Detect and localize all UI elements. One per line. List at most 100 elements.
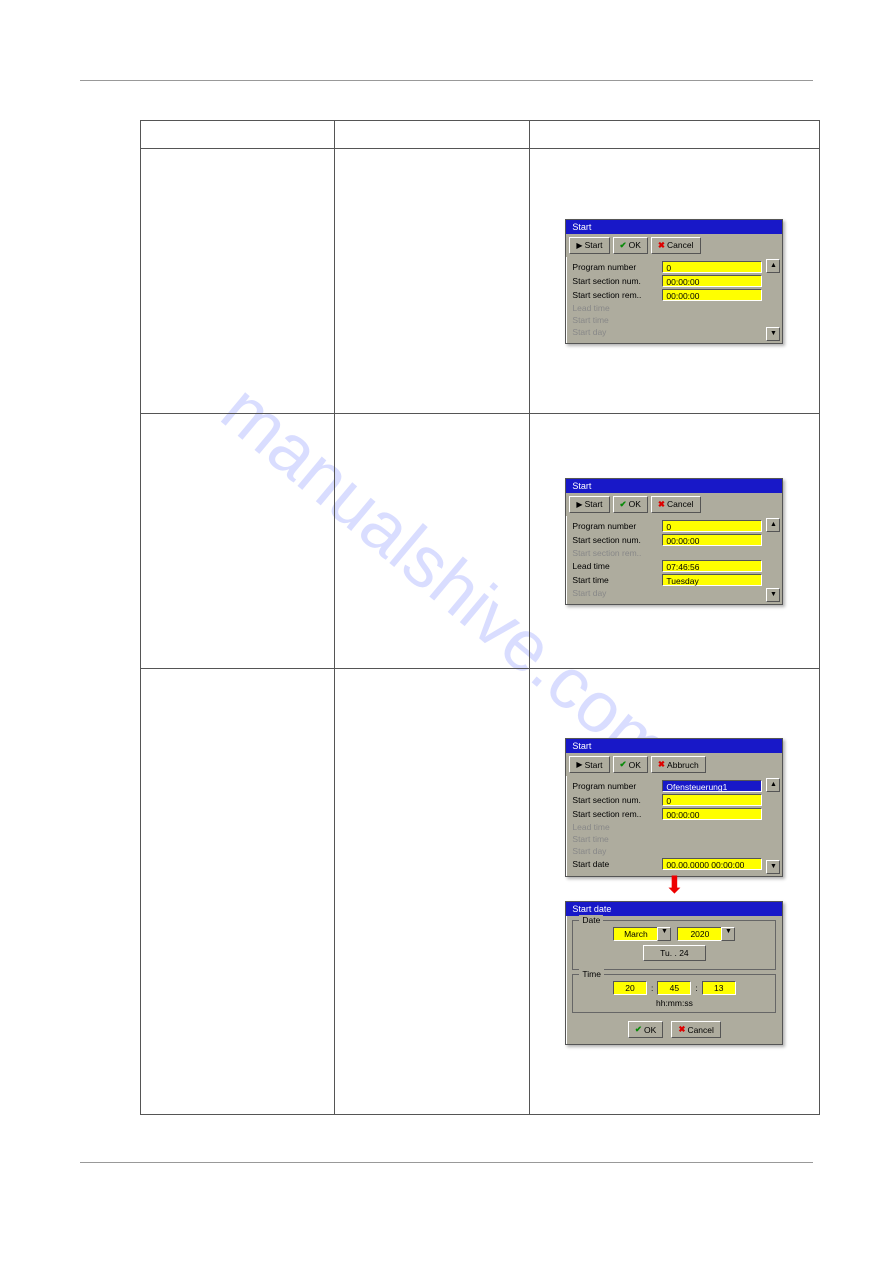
- check-icon: ✔: [620, 759, 627, 770]
- ok-button[interactable]: ✔OK: [613, 237, 648, 254]
- time-fieldset: Time 20 : 45 : 13 hh:mm:ss: [572, 974, 776, 1013]
- table-header-row: [141, 121, 819, 149]
- start-section-rem-input[interactable]: 00:00:00: [662, 289, 762, 301]
- field-label: Lead time: [572, 561, 662, 571]
- cancel-button[interactable]: ✖Cancel: [651, 237, 701, 254]
- start-button[interactable]: ▶Start: [569, 237, 609, 254]
- start-button[interactable]: ▶Start: [569, 496, 609, 513]
- field-row-start-date: Start date00.00.0000 00:00:00: [572, 858, 762, 870]
- field-label: Start date: [572, 859, 662, 869]
- button-label: Start: [585, 760, 603, 770]
- field-row-start-section-num: Start section num.00:00:00: [572, 275, 762, 287]
- field-label: Program number: [572, 521, 662, 531]
- scroll-up-icon[interactable]: ▲: [766, 259, 780, 273]
- start-date-dialog: Start date Date March ▼ 2020 ▼: [565, 901, 783, 1045]
- program-number-input[interactable]: 0: [662, 520, 762, 532]
- cancel-button[interactable]: ✖Cancel: [671, 1021, 721, 1038]
- check-icon: ✔: [620, 240, 627, 251]
- x-icon: ✖: [658, 240, 665, 251]
- play-icon: ▶: [576, 760, 582, 769]
- fieldset-label: Time: [579, 969, 604, 979]
- play-icon: ▶: [576, 500, 582, 509]
- scroll-down-icon[interactable]: ▼: [766, 588, 780, 602]
- dialog-title: Start: [566, 739, 782, 753]
- button-label: OK: [629, 760, 641, 770]
- start-section-num-input[interactable]: 00:00:00: [662, 275, 762, 287]
- scrollbar[interactable]: ▲ ▼: [766, 259, 780, 341]
- button-label: Abbruch: [667, 760, 699, 770]
- field-row-start-section-num: Start section num.0: [572, 794, 762, 806]
- scroll-up-icon[interactable]: ▲: [766, 518, 780, 532]
- second-input[interactable]: 13: [702, 981, 736, 995]
- x-icon: ✖: [658, 499, 665, 510]
- lead-time-input[interactable]: 07:46:56: [662, 560, 762, 572]
- dialog-title: Start: [566, 479, 782, 493]
- scroll-down-icon[interactable]: ▼: [766, 860, 780, 874]
- field-label: Start section rem..: [572, 548, 662, 558]
- minute-input[interactable]: 45: [657, 981, 691, 995]
- ok-button[interactable]: ✔OK: [628, 1021, 663, 1038]
- field-label: Lead time: [572, 822, 662, 832]
- field-row-start-section-rem: Start section rem..00:00:00: [572, 289, 762, 301]
- field-row-lead-time: Lead time: [572, 822, 762, 832]
- cancel-button[interactable]: ✖Cancel: [651, 496, 701, 513]
- start-section-num-input[interactable]: 0: [662, 794, 762, 806]
- scroll-down-icon[interactable]: ▼: [766, 327, 780, 341]
- colon-separator: :: [651, 983, 653, 993]
- scrollbar[interactable]: ▲ ▼: [766, 778, 780, 874]
- button-label: OK: [644, 1025, 656, 1035]
- layout-table: Start ▶Start ✔OK ✖Cancel Program number0…: [140, 120, 820, 1115]
- start-section-num-input[interactable]: 00:00:00: [662, 534, 762, 546]
- year-dropdown[interactable]: 2020 ▼: [677, 927, 735, 941]
- start-dialog-1: Start ▶Start ✔OK ✖Cancel Program number0…: [565, 219, 783, 344]
- button-label: OK: [629, 240, 641, 250]
- month-dropdown[interactable]: March ▼: [613, 927, 671, 941]
- date-fieldset: Date March ▼ 2020 ▼ Tu. . 24: [572, 920, 776, 970]
- field-row-program-number: Program number0: [572, 261, 762, 273]
- start-button[interactable]: ▶Start: [569, 756, 609, 773]
- field-row-start-time: Start time: [572, 834, 762, 844]
- ok-button[interactable]: ✔OK: [613, 496, 648, 513]
- program-number-input[interactable]: 0: [662, 261, 762, 273]
- field-row-program-number: Program number0: [572, 520, 762, 532]
- field-label: Start time: [572, 315, 662, 325]
- program-number-input[interactable]: Ofensteuerung1: [662, 780, 762, 792]
- start-dialog-3: Start ▶Start ✔OK ✖Abbruch Program number…: [565, 738, 783, 877]
- start-time-input[interactable]: Tuesday: [662, 574, 762, 586]
- cancel-button[interactable]: ✖Abbruch: [651, 756, 706, 773]
- chevron-down-icon[interactable]: ▼: [721, 927, 735, 941]
- dialog-toolbar: ▶Start ✔OK ✖Cancel: [566, 493, 782, 516]
- hour-input[interactable]: 20: [613, 981, 647, 995]
- x-icon: ✖: [678, 1024, 685, 1035]
- check-icon: ✔: [635, 1024, 642, 1035]
- field-row-lead-time: Lead time: [572, 303, 762, 313]
- field-row-start-day: Start day: [572, 588, 762, 598]
- dialog-title: Start: [566, 220, 782, 234]
- field-row-start-time: Start time: [572, 315, 762, 325]
- button-label: Start: [585, 499, 603, 509]
- arrow-down-icon: ⬇: [664, 881, 684, 897]
- x-icon: ✖: [658, 759, 665, 770]
- field-label: Lead time: [572, 303, 662, 313]
- field-label: Start day: [572, 846, 662, 856]
- colon-separator: :: [695, 983, 697, 993]
- field-label: Start section num.: [572, 276, 662, 286]
- year-value: 2020: [677, 927, 721, 941]
- field-label: Program number: [572, 262, 662, 272]
- scroll-up-icon[interactable]: ▲: [766, 778, 780, 792]
- field-label: Program number: [572, 781, 662, 791]
- table-row: Start ▶Start ✔OK ✖Cancel Program number0…: [141, 414, 819, 669]
- table-row: Start ▶Start ✔OK ✖Cancel Program number0…: [141, 149, 819, 414]
- start-date-input[interactable]: 00.00.0000 00:00:00: [662, 858, 762, 870]
- dialog-title: Start date: [566, 902, 782, 916]
- field-row-lead-time: Lead time07:46:56: [572, 560, 762, 572]
- dialog-buttons: ✔OK ✖Cancel: [566, 1017, 782, 1044]
- field-row-start-section-rem: Start section rem..: [572, 548, 762, 558]
- start-section-rem-input[interactable]: 00:00:00: [662, 808, 762, 820]
- field-label: Start section num.: [572, 535, 662, 545]
- ok-button[interactable]: ✔OK: [613, 756, 648, 773]
- scrollbar[interactable]: ▲ ▼: [766, 518, 780, 602]
- day-button[interactable]: Tu. . 24: [643, 945, 706, 961]
- table-row: Start ▶Start ✔OK ✖Abbruch Program number…: [141, 669, 819, 1114]
- chevron-down-icon[interactable]: ▼: [657, 927, 671, 941]
